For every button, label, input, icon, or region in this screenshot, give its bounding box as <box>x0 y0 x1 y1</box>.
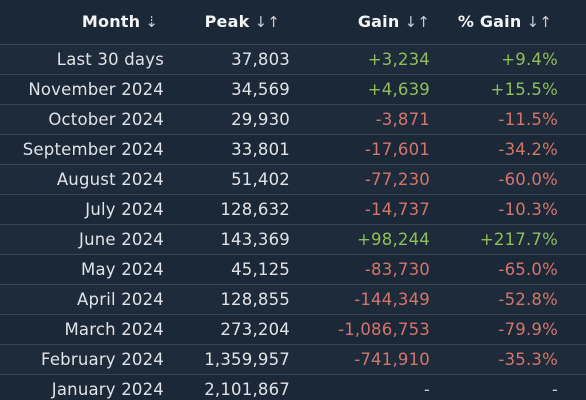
cell-pct-gain: -34.2% <box>498 140 558 159</box>
cell-month: July 2024 <box>85 200 164 219</box>
cell-pct-gain: +9.4% <box>501 50 558 69</box>
cell-peak: 2,101,867 <box>204 380 290 399</box>
column-header-peak[interactable]: Peak ↓↑ <box>180 0 280 44</box>
cell-gain: -17,601 <box>364 140 430 159</box>
cell-month: August 2024 <box>56 170 164 189</box>
column-header-peak-label: Peak <box>204 12 250 31</box>
cell-month: June 2024 <box>79 230 164 249</box>
cell-peak: 37,803 <box>231 50 290 69</box>
cell-gain: +4,639 <box>367 80 430 99</box>
cell-month: October 2024 <box>48 110 164 129</box>
table-row: August 2024 51,402 -77,230 -60.0% <box>0 164 586 195</box>
cell-gain: - <box>423 380 430 399</box>
cell-peak: 33,801 <box>231 140 290 159</box>
table-row: April 2024 128,855 -144,349 -52.8% <box>0 284 586 315</box>
table-row: September 2024 33,801 -17,601 -34.2% <box>0 134 586 165</box>
cell-gain: -14,737 <box>364 200 430 219</box>
cell-pct-gain: -65.0% <box>498 260 558 279</box>
table-row: Last 30 days 37,803 +3,234 +9.4% <box>0 44 586 75</box>
cell-gain: -741,910 <box>354 350 430 369</box>
sort-both-icon: ↓↑ <box>254 13 280 31</box>
cell-gain: +3,234 <box>367 50 430 69</box>
cell-peak: 128,855 <box>220 290 290 309</box>
cell-gain: -83,730 <box>364 260 430 279</box>
column-header-gain[interactable]: Gain ↓↑ <box>300 0 430 44</box>
table-row: October 2024 29,930 -3,871 -11.5% <box>0 104 586 135</box>
cell-gain: -3,871 <box>375 110 430 129</box>
cell-gain: -144,349 <box>354 290 430 309</box>
cell-peak: 51,402 <box>231 170 290 189</box>
table-header: Month ⇣ Peak ↓↑ Gain ↓↑ % Gain ↓↑ <box>0 0 586 44</box>
cell-gain: +98,244 <box>357 230 430 249</box>
cell-gain: -1,086,753 <box>338 320 430 339</box>
table-row: March 2024 273,204 -1,086,753 -79.9% <box>0 314 586 345</box>
column-header-pct-gain[interactable]: % Gain ↓↑ <box>440 0 552 44</box>
sort-both-icon: ↓↑ <box>404 13 430 31</box>
cell-month: February 2024 <box>41 350 164 369</box>
table-row: February 2024 1,359,957 -741,910 -35.3% <box>0 344 586 375</box>
cell-peak: 273,204 <box>220 320 290 339</box>
column-header-gain-label: Gain <box>357 12 400 31</box>
cell-peak: 34,569 <box>231 80 290 99</box>
cell-month: September 2024 <box>22 140 164 159</box>
column-header-month-label: Month <box>81 12 141 31</box>
cell-month: Last 30 days <box>56 50 164 69</box>
cell-pct-gain: -11.5% <box>498 110 558 129</box>
cell-pct-gain: -60.0% <box>498 170 558 189</box>
cell-month: November 2024 <box>28 80 164 99</box>
column-header-pct-gain-label: % Gain <box>457 12 522 31</box>
column-header-month[interactable]: Month ⇣ <box>0 0 158 44</box>
cell-peak: 1,359,957 <box>204 350 290 369</box>
table-row: November 2024 34,569 +4,639 +15.5% <box>0 74 586 105</box>
cell-pct-gain: -79.9% <box>498 320 558 339</box>
sort-desc-icon: ⇣ <box>145 13 158 31</box>
cell-peak: 128,632 <box>220 200 290 219</box>
table-row: June 2024 143,369 +98,244 +217.7% <box>0 224 586 255</box>
cell-pct-gain: - <box>551 380 558 399</box>
cell-gain: -77,230 <box>364 170 430 189</box>
cell-month: May 2024 <box>81 260 164 279</box>
cell-month: April 2024 <box>77 290 164 309</box>
cell-pct-gain: +15.5% <box>490 80 558 99</box>
cell-pct-gain: -52.8% <box>498 290 558 309</box>
cell-pct-gain: +217.7% <box>479 230 558 249</box>
sort-both-icon: ↓↑ <box>526 13 552 31</box>
cell-month: March 2024 <box>64 320 164 339</box>
cell-pct-gain: -10.3% <box>498 200 558 219</box>
cell-peak: 45,125 <box>231 260 290 279</box>
cell-month: January 2024 <box>51 380 164 399</box>
table-row: May 2024 45,125 -83,730 -65.0% <box>0 254 586 285</box>
table-row: January 2024 2,101,867 - - <box>0 374 586 400</box>
cell-pct-gain: -35.3% <box>498 350 558 369</box>
table-row: July 2024 128,632 -14,737 -10.3% <box>0 194 586 225</box>
cell-peak: 29,930 <box>231 110 290 129</box>
cell-peak: 143,369 <box>220 230 290 249</box>
